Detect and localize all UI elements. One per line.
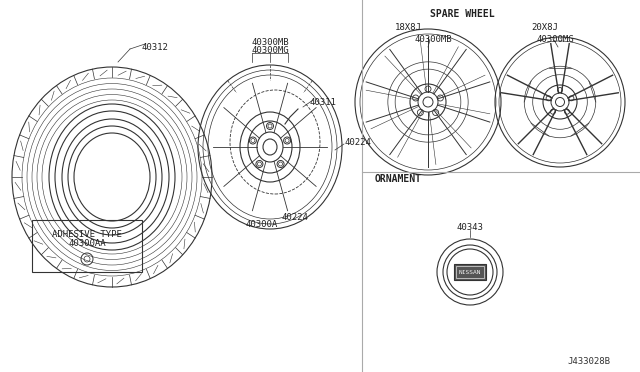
Text: 40300AA: 40300AA [68,240,106,248]
Text: 40311: 40311 [310,97,337,106]
Text: 40300MG: 40300MG [537,35,575,44]
Text: 40300A: 40300A [246,219,278,228]
Text: 40312: 40312 [141,42,168,51]
Text: 40300MB: 40300MB [415,35,452,44]
Bar [454,264,486,280]
Text: SPARE WHEEL: SPARE WHEEL [430,9,495,19]
Text: ORNAMENT: ORNAMENT [375,174,422,184]
Text: 40300MG: 40300MG [251,45,289,55]
Bar [456,266,484,278]
Text: 40224: 40224 [282,212,308,221]
Text: 40343: 40343 [456,222,483,231]
Text: 20X8J: 20X8J [531,22,558,32]
Text: ADHESIVE TYPE: ADHESIVE TYPE [52,230,122,238]
Text: 18X8J: 18X8J [395,22,422,32]
Bar [32,220,142,272]
Text: 40224: 40224 [345,138,372,147]
Text: NISSAN: NISSAN [459,269,481,275]
Text: J433028B: J433028B [567,357,610,366]
Text: 40300MB: 40300MB [251,38,289,46]
